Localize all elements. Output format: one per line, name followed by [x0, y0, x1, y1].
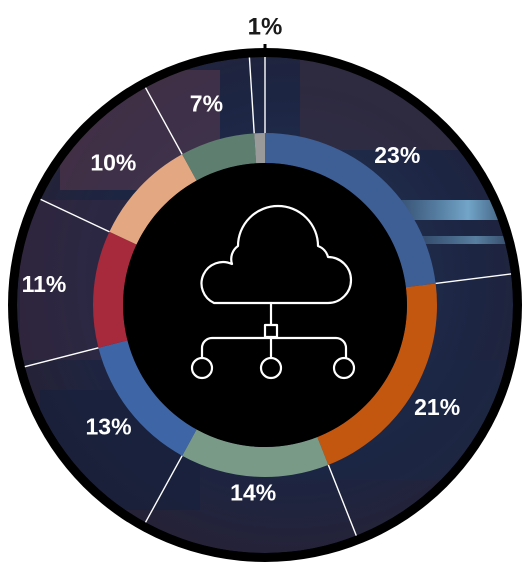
ring-segment	[254, 133, 265, 164]
ring-segment	[265, 133, 436, 288]
slice-label: 21%	[414, 394, 460, 420]
ring-segment	[92, 231, 137, 348]
ring-segment	[182, 429, 329, 478]
inner-ring	[92, 133, 437, 478]
ring-segment	[182, 133, 257, 181]
slice-labels: 23% 21% 14% 13% 11% 10% 7% 1%	[22, 14, 461, 506]
cloud-network-icon	[190, 204, 356, 380]
slice-divider	[248, 57, 255, 134]
slice-dividers	[24, 57, 512, 536]
slice-divider	[144, 455, 183, 523]
slice-label: 10%	[90, 150, 136, 176]
slice-label: 13%	[86, 413, 132, 439]
slice-label: 23%	[374, 142, 420, 168]
slice-divider	[24, 347, 99, 368]
ring-segment	[98, 340, 197, 456]
slice-label: 1%	[248, 14, 283, 41]
ring-segment	[317, 283, 437, 465]
slice-divider	[435, 273, 512, 285]
slice-divider	[40, 198, 110, 233]
ring-segment	[109, 154, 197, 245]
slice-divider	[327, 464, 357, 536]
slice-label: 7%	[190, 90, 223, 116]
slice-label: 14%	[230, 480, 276, 506]
slice-label: 11%	[22, 271, 67, 297]
slice-divider	[144, 87, 183, 155]
center-disc	[123, 163, 407, 447]
